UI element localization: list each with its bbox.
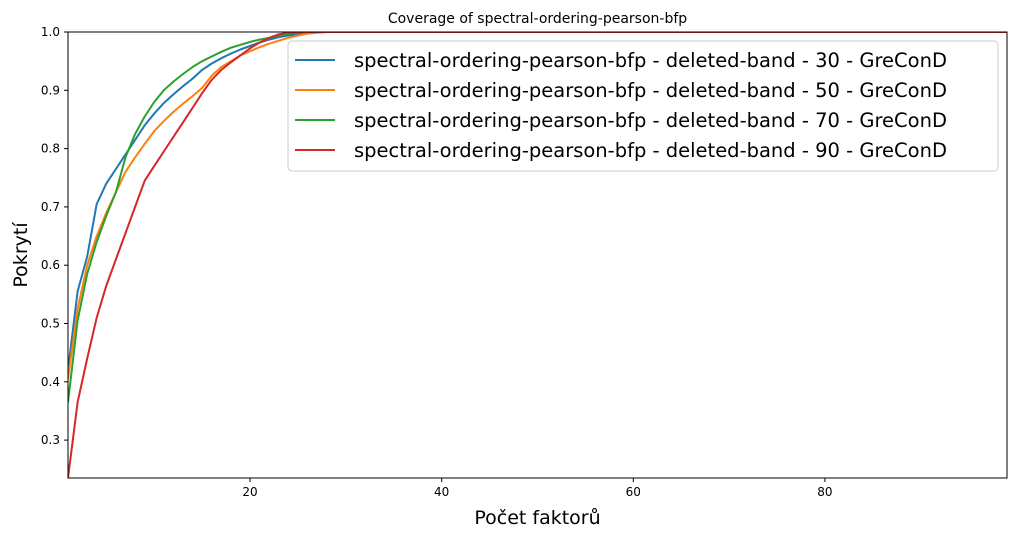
series-line-3 — [68, 32, 1007, 403]
series-line-2 — [68, 32, 1007, 380]
x-axis: 20 40 60 80 — [242, 478, 833, 499]
series-line-4 — [68, 32, 1007, 478]
series-layer — [68, 32, 1007, 478]
x-tick-label: 40 — [434, 485, 449, 499]
y-tick-label: 0.9 — [41, 83, 60, 97]
legend-label: spectral-ordering-pearson-bfp - deleted-… — [354, 49, 947, 72]
y-tick-label: 0.3 — [41, 433, 60, 447]
x-axis-title: Počet faktorů — [474, 507, 600, 529]
x-tick-label: 20 — [242, 485, 257, 499]
x-tick-label: 80 — [817, 485, 832, 499]
legend-label: spectral-ordering-pearson-bfp - deleted-… — [354, 109, 947, 132]
chart-title: Coverage of spectral-ordering-pearson-bf… — [388, 11, 687, 27]
y-tick-label: 0.4 — [41, 375, 60, 389]
y-axis-title: Pokrytí — [10, 222, 32, 288]
x-tick-label: 60 — [626, 485, 641, 499]
legend-label: spectral-ordering-pearson-bfp - deleted-… — [354, 79, 947, 102]
y-axis: 0.3 0.4 0.5 0.6 0.7 0.8 0.9 1.0 — [41, 25, 68, 447]
y-tick-label: 0.6 — [41, 258, 60, 272]
y-tick-label: 0.5 — [41, 317, 60, 331]
y-tick-label: 0.7 — [41, 200, 60, 214]
legend-label: spectral-ordering-pearson-bfp - deleted-… — [354, 139, 947, 162]
y-tick-label: 0.8 — [41, 142, 60, 156]
y-tick-label: 1.0 — [41, 25, 60, 39]
plot-frame — [67, 31, 1008, 479]
legend-box — [287, 40, 999, 172]
legend: spectral-ordering-pearson-bfp - deleted-… — [287, 40, 999, 172]
